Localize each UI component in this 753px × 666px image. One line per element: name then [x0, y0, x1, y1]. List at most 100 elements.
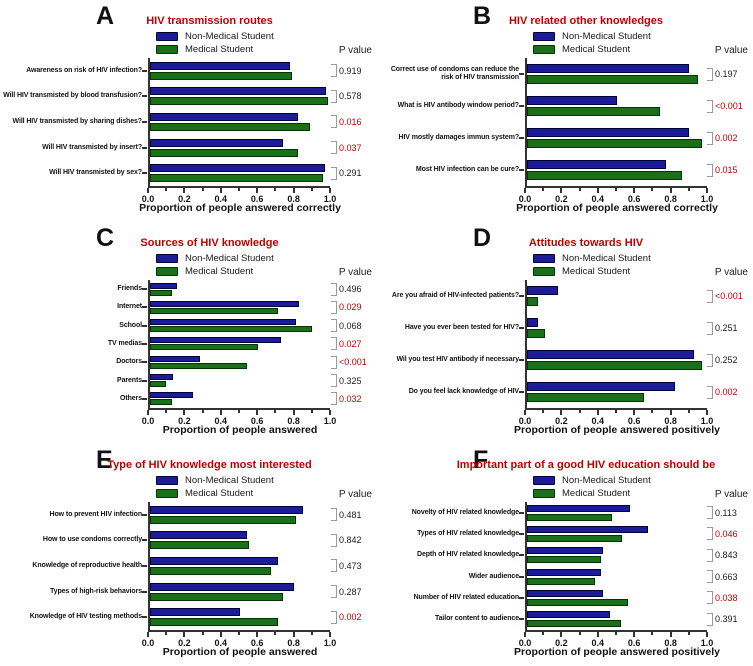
bar-pair	[519, 587, 707, 608]
x-tick	[596, 410, 599, 415]
category-label: Depth of HIV related knowledge	[416, 551, 519, 559]
p-value: 0.002	[715, 133, 738, 143]
p-value: 0.038	[715, 592, 738, 603]
legend-entry: Non-Medical Student	[533, 252, 651, 265]
x-axis: 0.0 0.2 0.4 0.6 0.8 1.0	[142, 186, 336, 206]
x-tick	[219, 632, 222, 637]
significance-bracket	[331, 166, 337, 180]
bar-non-medical	[150, 392, 194, 399]
x-tick	[706, 188, 708, 193]
panel-C: C Sources of HIV knowledge Non-Medical Stu…	[0, 222, 377, 444]
p-value: 0.496	[339, 284, 362, 295]
y-tick	[519, 359, 524, 361]
bar-medical	[527, 107, 661, 116]
x-tick	[615, 410, 617, 413]
x-tick	[542, 410, 545, 413]
significance-bracket	[707, 527, 713, 541]
bar-pair	[142, 553, 330, 579]
category-label: Types of HIV related knowledge	[417, 529, 519, 537]
legend-entry: Non-Medical Student	[533, 474, 651, 487]
significance-bracket	[707, 591, 713, 605]
x-tick	[596, 188, 599, 193]
x-tick	[329, 188, 331, 193]
y-tick	[519, 327, 524, 329]
x-tick-label: 0.0	[518, 416, 532, 426]
x-tick-label: 0.8	[664, 638, 677, 648]
panel-E: E Type of HIV knowledge most interested No…	[0, 444, 377, 666]
panel-F: F Important part of a good HIV education …	[377, 444, 753, 666]
p-value-row: 0.391	[707, 609, 753, 630]
p-value: 0.473	[339, 560, 362, 571]
significance-bracket	[707, 131, 713, 145]
bar-non-medical	[150, 531, 248, 540]
bar-non-medical	[527, 96, 617, 105]
x-tick-label: 0.2	[555, 638, 568, 648]
significance-bracket	[707, 385, 713, 399]
x-tick	[687, 188, 690, 191]
x-tick	[165, 188, 168, 191]
x-tick-label: 0.2	[178, 638, 191, 648]
p-value-row: <0.001	[707, 280, 753, 312]
p-value-row: 0.578	[331, 84, 377, 110]
y-tick	[519, 137, 524, 139]
y-tick	[519, 554, 524, 557]
x-tick-label: 0.0	[518, 194, 532, 204]
x-tick-label: 0.8	[287, 638, 300, 648]
panel-C-title: Sources of HIV knowledge	[140, 237, 279, 249]
p-value: 0.113	[715, 507, 737, 518]
legend-swatch-non-medical-student	[156, 476, 178, 485]
y-tick	[519, 169, 524, 171]
x-tick	[201, 188, 204, 191]
panel-D-letter: D	[473, 224, 492, 252]
p-value: 0.032	[339, 393, 362, 404]
x-tick	[274, 632, 277, 635]
bar-group: Friends	[0, 280, 330, 298]
legend-label: Non-Medical Student	[562, 475, 651, 486]
legend-label: Non-Medical Student	[185, 253, 274, 264]
x-tick-label: 0.8	[287, 416, 300, 426]
bar-non-medical	[527, 504, 630, 512]
p-value-row: 0.027	[331, 335, 377, 353]
x-tick	[147, 632, 149, 637]
legend-entry: Non-Medical Student	[533, 30, 651, 43]
x-tick	[578, 410, 581, 413]
significance-bracket	[331, 89, 337, 103]
p-value-row: 0.663	[707, 566, 753, 587]
bar-pair	[142, 390, 330, 408]
significance-bracket	[331, 355, 337, 369]
x-tick	[633, 632, 636, 637]
p-value: 0.016	[339, 116, 362, 127]
x-tick	[329, 632, 331, 637]
legend-label: Medical Student	[562, 266, 631, 277]
x-tick	[201, 632, 204, 635]
bar-group: TV medias	[0, 335, 330, 353]
bar-medical	[150, 326, 312, 333]
x-axis-label: Proportion of people answered positively	[514, 424, 720, 436]
category-label: Novelty of HIV related knowledge	[411, 508, 519, 516]
bar-non-medical	[150, 164, 325, 173]
p-value-header: P value	[714, 489, 748, 500]
category-label: Wil you test HIV antibody if necessary	[396, 355, 519, 363]
p-value: 0.287	[339, 586, 362, 597]
y-tick	[142, 172, 147, 175]
bar-non-medical	[150, 337, 282, 344]
bar-group: Most HIV infection can be cure?	[377, 154, 707, 186]
y-tick	[142, 361, 147, 364]
panel-E-letter: E	[96, 446, 113, 474]
p-value: 0.391	[715, 614, 738, 625]
p-value: 0.027	[339, 338, 362, 349]
bar-group: Wider audience	[377, 566, 707, 587]
p-value: <0.001	[715, 291, 743, 301]
x-tick	[578, 188, 581, 191]
category-label: TV medias	[107, 339, 142, 347]
bar-group: Awareness on risk of HIV infection?	[0, 58, 330, 84]
p-value: 0.251	[715, 323, 738, 333]
x-tick	[183, 188, 186, 193]
bar-group: Will HIV transmisted by insert?	[0, 135, 330, 161]
x-axis-label: Proportion of people answered	[162, 424, 318, 436]
bar-pair	[142, 502, 330, 528]
significance-bracket	[707, 289, 713, 303]
p-value: 0.842	[339, 535, 362, 546]
p-value-row: 0.842	[331, 528, 377, 554]
y-axis	[525, 58, 527, 186]
